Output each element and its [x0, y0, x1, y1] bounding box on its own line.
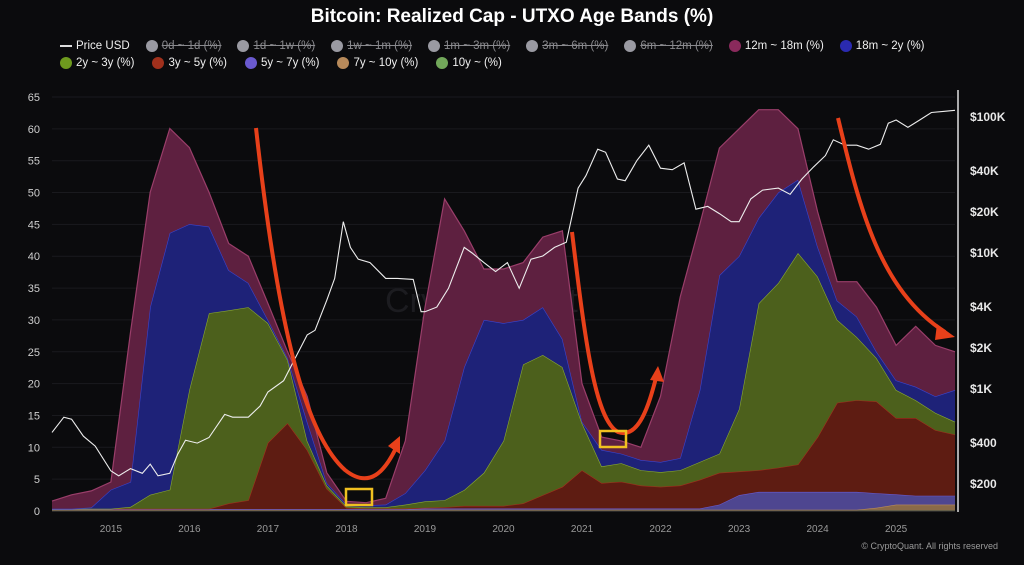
x-tick-label: 2018 [335, 524, 358, 535]
legend-item-7y-10y[interactable]: 7y ~ 10y (%) [337, 57, 418, 69]
legend-dot-icon [428, 40, 441, 52]
trend-arrow-3 [836, 117, 947, 334]
area-5y-7y- [52, 491, 955, 510]
legend-item-10y[interactable]: 10y ~ (%) [436, 57, 502, 69]
price-usd-line [51, 109, 956, 477]
legend-dot-icon [60, 57, 72, 69]
stacked-areas [51, 109, 956, 511]
legend-item-price[interactable]: Price USD [60, 40, 130, 52]
y-tick-label: 15 [28, 410, 40, 422]
trend-arrow-2 [570, 231, 658, 436]
legend-row: Price USD 0d ~ 1d (%) 1d ~ 1w (%) 1w ~ 1… [60, 40, 925, 52]
legend-item-1d-1w[interactable]: 1d ~ 1w (%) [237, 40, 315, 52]
legend-dot-icon [526, 40, 539, 52]
area-12m-18m- [52, 109, 955, 509]
y-tick-label: 60 [28, 124, 40, 136]
x-tick-label: 2019 [414, 524, 437, 535]
legend-item-5y-7y[interactable]: 5y ~ 7y (%) [244, 57, 319, 69]
y-tick-label: 10 [28, 442, 40, 454]
legend-dot-icon [436, 57, 449, 69]
chart-title: Bitcoin: Realized Cap - UTXO Age Bands (… [310, 6, 714, 27]
y-tick-label: 20 [28, 379, 40, 391]
y-tick-label: 30 [28, 315, 40, 327]
line-swatch-icon [60, 45, 72, 47]
y2-tick-label: $4K [970, 300, 992, 314]
x-tick-label: 2021 [571, 524, 594, 535]
y-tick-label: 0 [34, 506, 40, 518]
legend-dot-icon [237, 40, 250, 52]
x-tick-label: 2023 [728, 524, 751, 535]
legend-dot-icon [839, 40, 852, 52]
y-tick-label: 5 [34, 474, 40, 486]
y2-tick-label: $200 [970, 477, 997, 491]
legend-dot-icon [145, 40, 158, 52]
arrowhead-2-icon [650, 366, 664, 382]
y-axis-left: 0 5 10 15 20 25 30 35 40 45 50 55 60 65 [28, 92, 40, 518]
y2-tick-label: $2K [970, 341, 992, 355]
x-tick-label: 2015 [100, 524, 123, 535]
arrowhead-1-icon [388, 436, 400, 454]
trend-arrow-1 [254, 127, 397, 481]
y2-tick-label: $100K [970, 110, 1006, 124]
legend-row: 2y ~ 3y (%) 3y ~ 5y (%) 5y ~ 7y (%) 7y ~… [60, 57, 502, 69]
y-tick-label: 50 [28, 188, 40, 200]
y-axis-right: $100K $40K $20K $10K $4K $2K $1K $400 $200 [970, 110, 1006, 491]
legend-dot-icon [331, 40, 344, 52]
y-tick-label: 45 [28, 219, 40, 231]
area-edge-line [51, 109, 956, 504]
legend-item-3y-5y[interactable]: 3y ~ 5y (%) [152, 57, 227, 69]
highlight-box-2018 [344, 487, 374, 507]
x-tick-label: 2022 [649, 524, 672, 535]
y2-tick-label: $10K [970, 246, 999, 260]
area-18m-2y- [52, 179, 955, 509]
area-2y-3y- [52, 253, 955, 509]
legend-item-1m-3m[interactable]: 1m ~ 3m (%) [428, 40, 510, 52]
arrowhead-3-icon [935, 324, 955, 340]
legend-item-12m-18m[interactable]: 12m ~ 18m (%) [728, 40, 824, 52]
highlight-box-2021 [598, 429, 628, 449]
legend-dot-icon [244, 57, 257, 69]
legend-item-0d-1d[interactable]: 0d ~ 1d (%) [145, 40, 221, 52]
x-tick-label: 2020 [492, 524, 515, 535]
y-tick-label: 35 [28, 283, 40, 295]
y-tick-label: 25 [28, 347, 40, 359]
y-tick-label: 55 [28, 156, 40, 168]
annotations [254, 117, 955, 507]
legend-dot-icon [152, 57, 165, 69]
y-tick-label: 40 [28, 251, 40, 263]
price-line-group [51, 109, 956, 477]
copyright-text: © CryptoQuant. All rights reserved [861, 541, 998, 551]
x-tick-label: 2024 [806, 524, 829, 535]
x-tick-label: 2025 [885, 524, 908, 535]
legend-item-18m-2y[interactable]: 18m ~ 2y (%) [839, 40, 925, 52]
y2-tick-label: $40K [970, 164, 999, 178]
legend-item-1w-1m[interactable]: 1w ~ 1m (%) [331, 40, 412, 52]
x-tick-label: 2016 [178, 524, 201, 535]
legend-item-6m-12m[interactable]: 6m ~ 12m (%) [624, 40, 713, 52]
legend-item-3m-6m[interactable]: 3m ~ 6m (%) [526, 40, 608, 52]
area-3y-5y- [52, 400, 955, 510]
x-tick-label: 2017 [257, 524, 280, 535]
legend-item-2y-3y[interactable]: 2y ~ 3y (%) [60, 57, 134, 69]
legend-dot-icon [337, 57, 350, 69]
y2-tick-label: $20K [970, 205, 999, 219]
x-axis: 2015 2016 2017 2018 2019 2020 2021 2022 2023 2024… [52, 510, 955, 535]
y2-tick-label: $1K [970, 382, 992, 396]
legend-dot-icon [728, 40, 741, 52]
y-tick-label: 65 [28, 92, 40, 104]
legend-dot-icon [624, 40, 637, 52]
y2-tick-label: $400 [970, 436, 997, 450]
